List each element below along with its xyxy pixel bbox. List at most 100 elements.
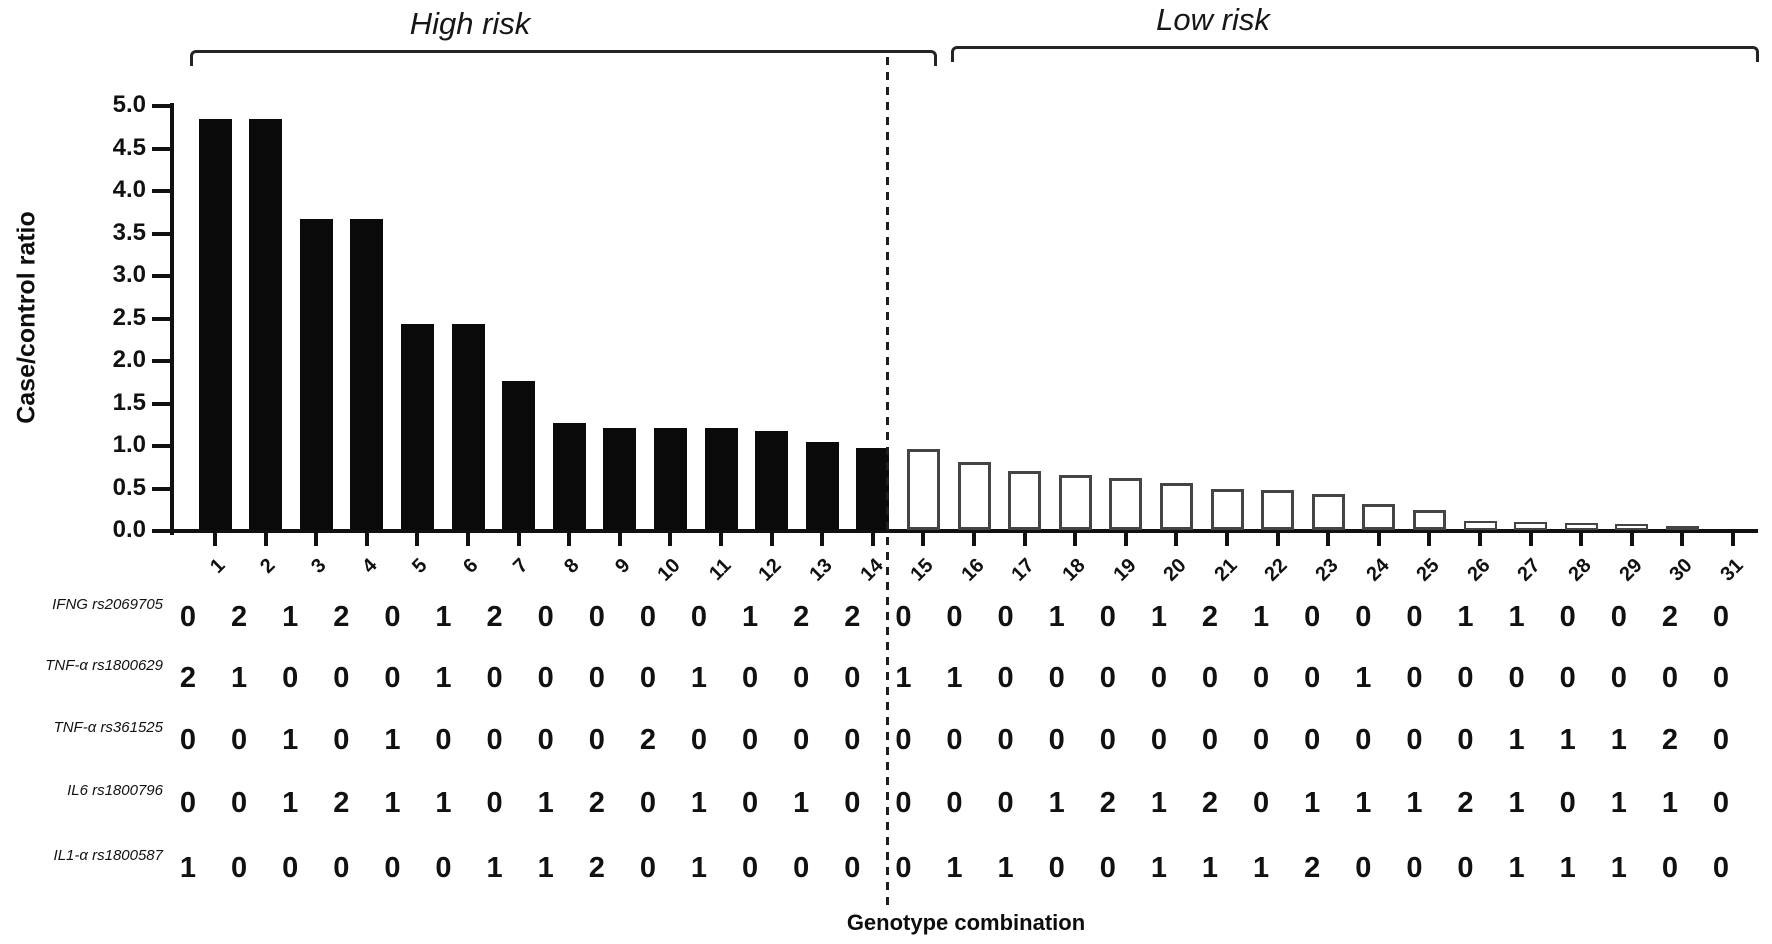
- genotype-cell: 0: [1355, 601, 1372, 633]
- bar-23: [1311, 494, 1345, 530]
- low-risk-bracket: [951, 46, 1759, 62]
- genotype-cell: 0: [384, 662, 401, 694]
- genotype-cell: 0: [1048, 852, 1065, 884]
- genotype-cell: 0: [1253, 724, 1270, 756]
- bar-10: [653, 428, 687, 530]
- genotype-cell: 0: [793, 724, 810, 756]
- genotype-cell: 0: [997, 662, 1014, 694]
- row-label-3: TNF-α rs361525: [53, 719, 163, 736]
- genotype-cell: 1: [231, 662, 248, 694]
- genotype-cell: 0: [1712, 787, 1730, 819]
- genotype-cell: 0: [1712, 662, 1730, 694]
- genotype-cell: 0: [997, 724, 1014, 756]
- genotype-cell: 2: [179, 662, 197, 694]
- genotype-cell: 1: [282, 724, 299, 756]
- genotype-cell: 0: [895, 601, 912, 633]
- genotype-cell: 0: [1457, 662, 1474, 694]
- genotype-cell: 1: [1253, 852, 1270, 884]
- bar-26: [1463, 521, 1497, 530]
- bar-2: [249, 119, 283, 530]
- bar-8: [552, 423, 586, 530]
- genotype-cell: 0: [1099, 662, 1116, 694]
- genotype-cell: 0: [997, 601, 1014, 633]
- y-tick: [152, 104, 172, 108]
- bar-14: [856, 448, 890, 530]
- genotype-cell: 2: [231, 601, 248, 633]
- x-tick: [466, 533, 470, 546]
- genotype-cell: 0: [537, 724, 554, 756]
- genotype-cell: 0: [1610, 662, 1627, 694]
- genotype-cell: 0: [282, 852, 299, 884]
- bar-25: [1412, 510, 1446, 530]
- bar-24: [1362, 504, 1396, 530]
- genotype-cell: 0: [844, 852, 861, 884]
- y-tick: [152, 146, 172, 151]
- bar-13: [805, 442, 839, 530]
- genotype-cell: 1: [1457, 601, 1474, 633]
- bar-3: [299, 219, 333, 530]
- genotype-cell: 0: [1661, 852, 1678, 884]
- genotype-cell: 1: [384, 787, 401, 819]
- x-tick: [668, 533, 673, 546]
- x-axis-line: [168, 529, 1758, 533]
- genotype-cell: 1: [895, 662, 912, 694]
- high-risk-bracket: [190, 50, 937, 66]
- y-tick-label: 0.5: [112, 473, 146, 501]
- genotype-cell: 2: [1661, 724, 1678, 756]
- genotype-cell: 1: [1201, 852, 1219, 884]
- bar-12: [755, 431, 789, 530]
- genotype-cell: 1: [793, 787, 810, 819]
- genotype-cell: 2: [1201, 787, 1219, 819]
- genotype-cell: 0: [1559, 601, 1576, 633]
- genotype-cell: 1: [997, 852, 1014, 884]
- genotype-cell: 2: [1661, 601, 1678, 633]
- genotype-cell: 2: [793, 601, 810, 633]
- bar-20: [1159, 483, 1193, 530]
- genotype-cell: 0: [639, 787, 656, 819]
- risk-separator-line: [886, 57, 889, 907]
- genotype-cell: 2: [588, 787, 605, 819]
- genotype-cell: 0: [946, 601, 963, 633]
- genotype-cell: 0: [537, 662, 554, 694]
- genotype-cell: 2: [588, 852, 605, 884]
- genotype-cell: 0: [997, 787, 1014, 819]
- bar-5: [400, 324, 434, 530]
- genotype-cell: 1: [435, 787, 452, 819]
- y-tick-label: 3.5: [112, 218, 146, 246]
- genotype-cell: 1: [1508, 787, 1525, 819]
- genotype-cell: 0: [231, 852, 248, 884]
- x-tick: [719, 533, 723, 546]
- genotype-cell: 1: [690, 852, 708, 884]
- x-tick: [1579, 533, 1584, 546]
- bar-9: [603, 428, 637, 530]
- genotype-cell: 0: [1355, 724, 1372, 756]
- genotype-cell: 0: [1457, 852, 1474, 884]
- genotype-cell: 1: [1508, 724, 1525, 756]
- genotype-cell: 0: [1559, 662, 1576, 694]
- row-label-1: IFNG rs2069705: [52, 596, 163, 613]
- genotype-cell: 0: [1099, 724, 1116, 756]
- genotype-cell: 1: [946, 662, 963, 694]
- bar-18: [1058, 475, 1092, 530]
- y-tick: [152, 274, 172, 278]
- genotype-cell: 0: [946, 724, 963, 756]
- x-tick: [1680, 533, 1685, 546]
- genotype-cell: 0: [179, 787, 197, 819]
- bar-16: [957, 462, 991, 530]
- genotype-cell: 0: [1150, 724, 1167, 756]
- genotype-cell: 0: [1355, 852, 1372, 884]
- x-tick: [1225, 533, 1229, 546]
- bar-21: [1210, 489, 1244, 530]
- genotype-cell: 1: [1048, 787, 1065, 819]
- y-tick-label: 4.0: [112, 176, 146, 203]
- genotype-cell: 0: [1150, 662, 1167, 694]
- genotype-cell: 1: [1406, 787, 1423, 819]
- genotype-cell: 1: [1304, 787, 1321, 819]
- genotype-cell: 1: [1150, 852, 1167, 884]
- x-tick: [314, 533, 319, 546]
- genotype-cell: 0: [1099, 852, 1116, 884]
- bar-29: [1615, 524, 1649, 530]
- y-tick-label: 1.5: [112, 388, 146, 416]
- x-tick: [1376, 533, 1381, 546]
- genotype-cell: 0: [1048, 662, 1065, 694]
